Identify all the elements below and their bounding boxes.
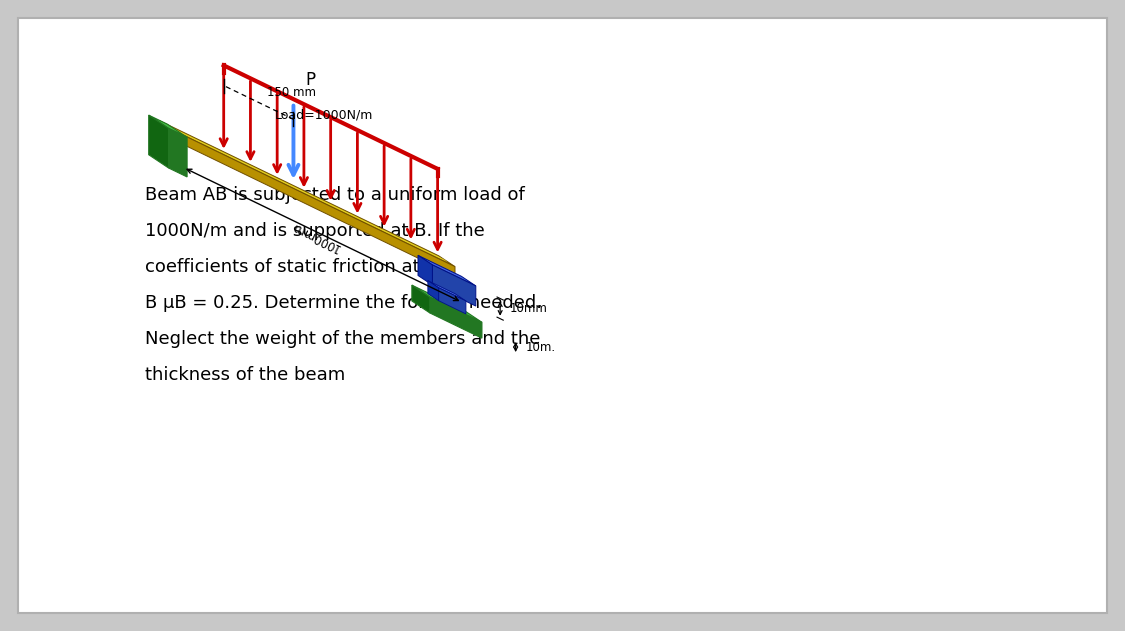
Text: 10m.: 10m. — [525, 341, 556, 353]
Text: 10mm: 10mm — [510, 302, 548, 315]
Polygon shape — [148, 115, 169, 168]
Polygon shape — [439, 288, 466, 314]
Text: 150 mm: 150 mm — [267, 86, 316, 100]
Polygon shape — [176, 132, 455, 276]
Text: 1000N/m and is supported at B. If the: 1000N/m and is supported at B. If the — [145, 222, 485, 240]
Text: coefficients of static friction at: coefficients of static friction at — [145, 258, 420, 276]
Polygon shape — [412, 285, 430, 313]
Polygon shape — [412, 285, 482, 322]
Polygon shape — [148, 115, 187, 138]
Polygon shape — [418, 256, 476, 286]
Polygon shape — [430, 297, 482, 338]
Polygon shape — [432, 265, 476, 306]
Text: thickness of the beam: thickness of the beam — [145, 366, 345, 384]
FancyBboxPatch shape — [18, 18, 1107, 613]
Polygon shape — [418, 256, 432, 285]
Text: P: P — [306, 71, 316, 89]
Text: B μB = 0.25. Determine the force P needed.: B μB = 0.25. Determine the force P neede… — [145, 294, 542, 312]
Text: 1000mm: 1000mm — [289, 220, 342, 254]
Polygon shape — [428, 281, 466, 301]
Polygon shape — [428, 281, 439, 301]
Text: Load=1000N/m: Load=1000N/m — [276, 109, 374, 122]
Polygon shape — [160, 121, 454, 267]
Polygon shape — [160, 121, 176, 141]
Text: Beam AB is subjected to a uniform load of: Beam AB is subjected to a uniform load o… — [145, 186, 524, 204]
Polygon shape — [165, 124, 448, 262]
Polygon shape — [169, 128, 187, 177]
Text: Neglect the weight of the members and the: Neglect the weight of the members and th… — [145, 330, 540, 348]
